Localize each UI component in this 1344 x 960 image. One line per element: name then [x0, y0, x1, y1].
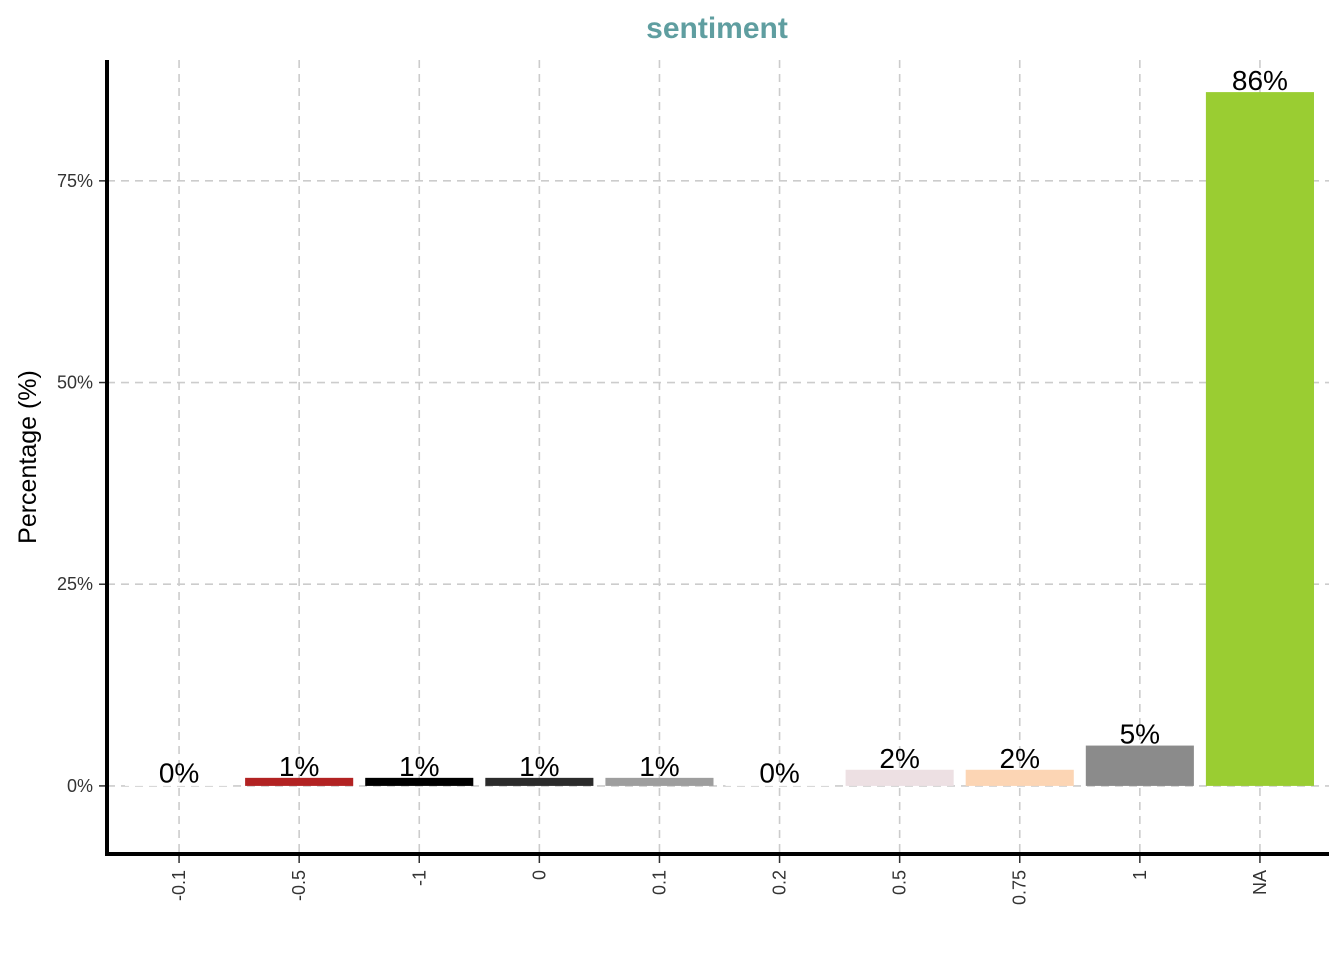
bar	[1205, 92, 1314, 786]
bar	[245, 777, 354, 786]
x-tick-label: 0.2	[770, 870, 790, 895]
y-tick-label: 50%	[57, 373, 93, 393]
bar	[485, 777, 594, 786]
bar	[965, 769, 1074, 786]
axes: 0% 25% 50% 75% -0.1 -0.5 -1 0 0.1 0.2 0.5 0.75 1 NA	[57, 60, 1329, 905]
chart-title: sentiment	[646, 12, 788, 45]
x-tick-label: 0.1	[649, 870, 669, 895]
x-tick-label: 0.5	[890, 870, 910, 895]
data-label: 1%	[519, 751, 559, 782]
x-tick-label: 0	[529, 870, 549, 880]
y-tick-label: 0%	[67, 776, 93, 796]
data-label: 1%	[639, 751, 679, 782]
data-label: 1%	[399, 751, 439, 782]
data-label: 0%	[159, 757, 199, 788]
data-label: 5%	[1120, 719, 1160, 750]
y-axis-label: Percentage (%)	[14, 370, 42, 544]
bar	[845, 769, 954, 786]
x-tick-label: 0.75	[1010, 870, 1030, 905]
x-tick-label: -0.1	[169, 870, 189, 901]
bar	[365, 777, 474, 786]
x-tick-label: -0.5	[289, 870, 309, 901]
y-tick-label: 25%	[57, 574, 93, 594]
bars	[125, 92, 1314, 786]
bar	[725, 784, 834, 786]
bar	[605, 777, 714, 786]
data-label: 2%	[879, 743, 919, 774]
bar	[125, 784, 234, 786]
data-label: 2%	[1000, 743, 1040, 774]
data-label: 1%	[279, 751, 319, 782]
x-tick-label: 1	[1130, 870, 1150, 880]
x-tick-label: -1	[409, 870, 429, 886]
y-tick-label: 75%	[57, 171, 93, 191]
data-label: 0%	[759, 757, 799, 788]
x-tick-label: NA	[1250, 870, 1270, 895]
data-labels: 0% 1% 1% 1% 1% 0% 2% 2% 5% 86%	[159, 65, 1288, 788]
data-label: 86%	[1232, 65, 1288, 96]
bar	[1085, 745, 1194, 786]
